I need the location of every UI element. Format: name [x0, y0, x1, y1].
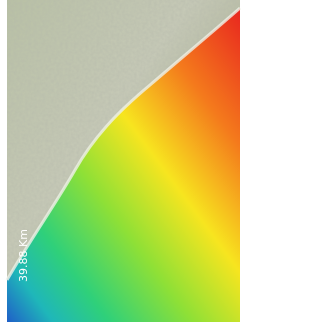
scale-label: 39.88 Km [17, 229, 30, 282]
satellite-view: 39.88 Km [0, 0, 245, 326]
image-area: 39.88 Km [7, 0, 240, 322]
